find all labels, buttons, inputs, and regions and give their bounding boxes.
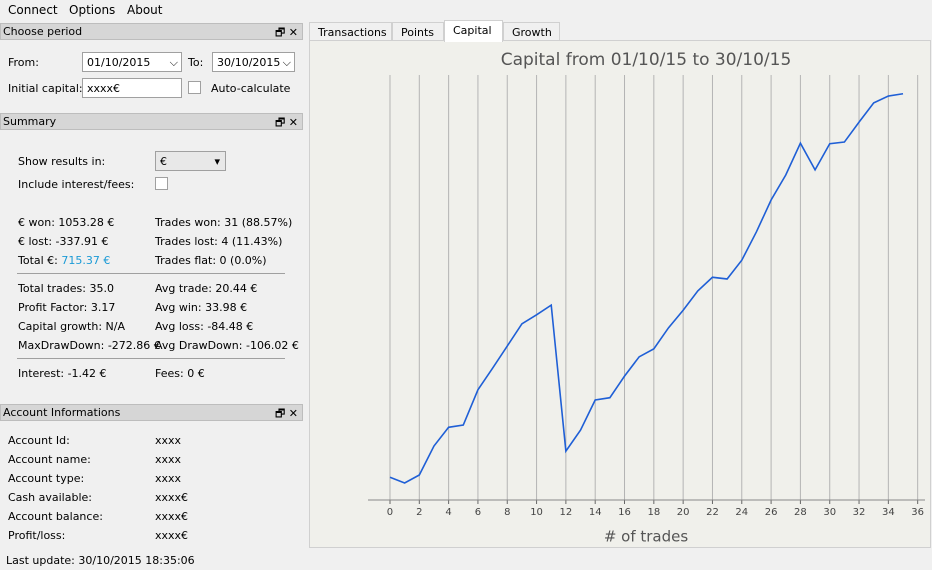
- label: To:: [188, 56, 204, 69]
- x-tick-label: 6: [475, 507, 481, 518]
- panel-header: Choose period 🗗 ✕: [0, 23, 303, 40]
- x-tick-label: 8: [504, 507, 510, 518]
- stat: Avg win: 33.98 €: [155, 301, 248, 314]
- stat: MaxDrawDown: -272.86 €: [18, 339, 161, 352]
- panel-title: Summary: [3, 115, 57, 128]
- x-tick-label: 24: [735, 507, 748, 518]
- account-value: xxxx: [155, 453, 182, 466]
- currency-select[interactable]: € ▾: [155, 151, 226, 171]
- x-axis-label: # of trades: [604, 528, 689, 546]
- x-tick-label: 4: [445, 507, 451, 518]
- account-label: Account balance:: [8, 510, 103, 523]
- account-value: xxxx€: [155, 510, 189, 523]
- stat: Capital growth: N/A: [18, 320, 126, 333]
- panel-title: Account Informations: [3, 406, 121, 419]
- panel-title: Choose period: [3, 25, 83, 38]
- value: xxxx€: [87, 82, 121, 95]
- x-tick-label: 32: [853, 507, 866, 518]
- x-tick-label: 0: [387, 507, 393, 518]
- x-tick-label: 10: [530, 507, 543, 518]
- stat: Avg loss: -84.48 €: [155, 320, 254, 333]
- tab[interactable]: Points: [392, 22, 444, 41]
- tab-content: [309, 40, 931, 548]
- stat: Total €: 715.37 €: [18, 254, 110, 267]
- x-tick-label: 18: [647, 507, 660, 518]
- x-tick-label: 28: [794, 507, 807, 518]
- account-label: Account name:: [8, 453, 91, 466]
- stat: Trades lost: 4 (11.43%): [155, 235, 283, 248]
- from-date[interactable]: 01/10/2015 ⌵: [82, 52, 182, 72]
- account-label: Account type:: [8, 472, 85, 485]
- tab[interactable]: Transactions: [309, 22, 392, 41]
- panel-header: Account Informations 🗗 ✕: [0, 404, 303, 421]
- x-tick-label: 2: [416, 507, 422, 518]
- label: From:: [8, 56, 39, 69]
- stat: Trades flat: 0 (0.0%): [155, 254, 267, 267]
- x-tick-label: 14: [589, 507, 602, 518]
- checkbox[interactable]: [188, 81, 201, 94]
- account-label: Account Id:: [8, 434, 70, 447]
- stat: € lost: -337.91 €: [18, 235, 109, 248]
- account-label: Profit/loss:: [8, 529, 66, 542]
- label: Total €:: [18, 254, 58, 267]
- stat: Avg trade: 20.44 €: [155, 282, 258, 295]
- value: 30/10/2015: [217, 56, 281, 69]
- account-label: Cash available:: [8, 491, 92, 504]
- value: €: [160, 155, 167, 168]
- tab[interactable]: Growth: [503, 22, 560, 41]
- panel-buttons[interactable]: 🗗 ✕: [274, 116, 298, 129]
- account-value: xxxx€: [155, 491, 189, 504]
- stat: Avg DrawDown: -106.02 €: [155, 339, 299, 352]
- separator: [17, 273, 285, 274]
- chart-title: Capital from 01/10/15 to 30/10/15: [501, 50, 792, 70]
- stat: Total trades: 35.0: [18, 282, 114, 295]
- x-tick-label: 30: [823, 507, 836, 518]
- account-value: xxxx: [155, 472, 182, 485]
- value: 01/10/2015: [87, 56, 151, 69]
- stat: Trades won: 31 (88.57%): [155, 216, 293, 229]
- account-value: xxxx€: [155, 529, 189, 542]
- label: Auto-calculate: [211, 82, 291, 95]
- menu-about[interactable]: About: [127, 3, 163, 17]
- panel-header: Summary 🗗 ✕: [0, 113, 303, 130]
- initial-capital-input[interactable]: xxxx€: [82, 78, 182, 98]
- label: Show results in:: [18, 155, 106, 168]
- checkbox[interactable]: [155, 177, 168, 190]
- separator: [17, 358, 285, 359]
- stat: Interest: -1.42 €: [18, 367, 107, 380]
- status: Last update: 30/10/2015 18:35:06: [6, 554, 195, 567]
- label: Initial capital:: [8, 82, 83, 95]
- stat: Profit Factor: 3.17: [18, 301, 116, 314]
- tab-active[interactable]: Capital: [444, 20, 503, 42]
- x-tick-label: 20: [677, 507, 690, 518]
- x-tick-label: 34: [882, 507, 895, 518]
- x-tick-label: 22: [706, 507, 719, 518]
- menu-options[interactable]: Options: [69, 3, 116, 17]
- stat: € won: 1053.28 €: [18, 216, 115, 229]
- menu-connect[interactable]: Connect: [8, 3, 58, 17]
- stat: Fees: 0 €: [155, 367, 205, 380]
- x-tick-label: 26: [765, 507, 778, 518]
- panel-buttons[interactable]: 🗗 ✕: [274, 26, 298, 39]
- x-tick-label: 16: [618, 507, 631, 518]
- value: 715.37 €: [61, 254, 111, 267]
- x-tick-label: 12: [560, 507, 573, 518]
- panel-buttons[interactable]: 🗗 ✕: [274, 407, 298, 420]
- x-tick-label: 36: [911, 507, 924, 518]
- to-date[interactable]: 30/10/2015 ⌵: [212, 52, 295, 72]
- data-line: [389, 92, 904, 484]
- label: Include interest/fees:: [18, 178, 135, 191]
- account-value: xxxx: [155, 434, 182, 447]
